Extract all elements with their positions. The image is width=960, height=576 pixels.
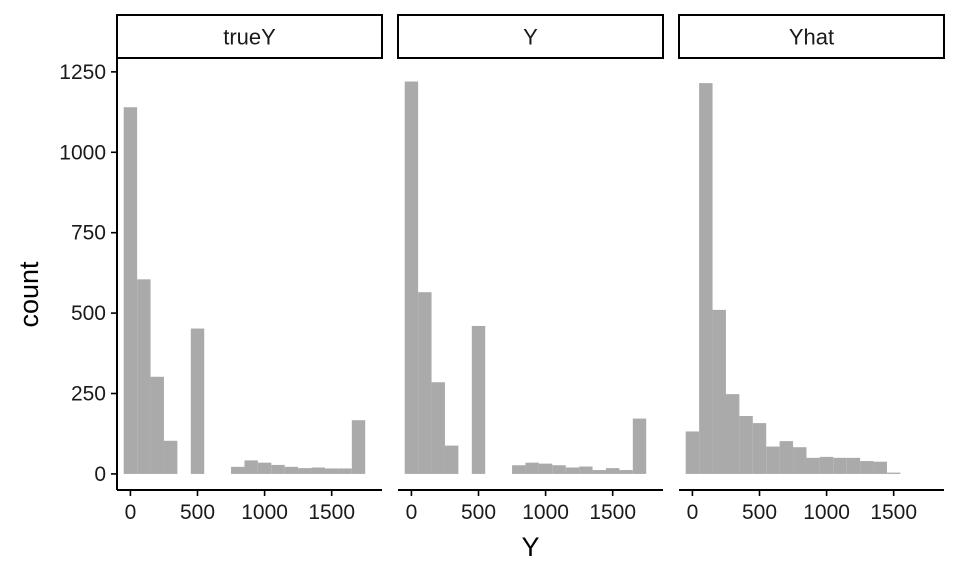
x-tick-label: 1000 [803, 501, 850, 524]
x-tick-label: 1500 [870, 501, 917, 524]
histogram-bar [605, 468, 620, 474]
histogram-bar [150, 376, 164, 474]
histogram-bar [712, 309, 726, 474]
histogram-bar [579, 466, 593, 474]
histogram-bar [190, 328, 205, 474]
histogram-bar [592, 470, 606, 474]
facet-strip [397, 14, 664, 59]
histogram-bar [699, 83, 713, 474]
histogram-bar [538, 463, 553, 474]
histogram-bar [685, 431, 700, 474]
histogram-bar [886, 472, 901, 474]
histogram-bar [552, 465, 566, 474]
x-axis-title: Y [521, 532, 539, 562]
facet-strip-label: Yhat [789, 25, 834, 50]
x-tick-label: 0 [687, 501, 699, 524]
facet-panel-Yhat: Yhat 0 500 1000 1500 [678, 14, 945, 524]
histogram-bar [806, 457, 820, 474]
histogram-bars [123, 107, 366, 474]
y-tick-label: 1250 [59, 61, 106, 84]
histogram-bar [123, 107, 138, 474]
histogram-bars [404, 81, 647, 474]
histogram-bar [444, 445, 459, 474]
facet-panel-Y: Y 0 500 1000 1500 [397, 14, 664, 524]
histogram-bar [766, 446, 780, 474]
histogram-bar [619, 470, 633, 474]
histogram-bar [632, 418, 647, 474]
histogram-bar [471, 325, 486, 474]
facet-panels: trueY 0 500 1000 1500 Y 0 500 1000 1500 Yhat 0 500 10… [116, 14, 945, 524]
histogram-bar [725, 394, 740, 474]
histogram-bar [525, 462, 539, 474]
histogram-bar [793, 447, 807, 474]
y-axis-title: count [14, 261, 44, 328]
histogram-bar [244, 460, 258, 474]
x-tick-label: 500 [180, 501, 215, 524]
y-tick-label: 1000 [59, 141, 106, 164]
histogram-bar [860, 461, 874, 474]
y-tick-label: 250 [71, 383, 106, 406]
histogram-bar [231, 466, 245, 474]
histogram-bar [311, 467, 325, 474]
histogram-bar [779, 441, 794, 474]
histogram-bar [565, 467, 580, 474]
histogram-bar [404, 81, 419, 474]
histogram-bar [298, 468, 312, 474]
histogram-bar [284, 466, 299, 474]
histogram-bar [163, 440, 178, 474]
histogram-bar [324, 468, 339, 474]
facet-strip [678, 14, 945, 59]
facet-strip-label: trueY [223, 25, 276, 50]
histogram-bar [351, 420, 366, 474]
histogram-bar [137, 279, 151, 474]
histogram-bars [685, 83, 901, 474]
histogram-bar [338, 468, 352, 474]
y-tick-label: 500 [71, 302, 106, 325]
x-tick-label: 500 [742, 501, 777, 524]
histogram-bar [873, 461, 887, 474]
histogram-bar [431, 382, 445, 474]
x-tick-label: 1000 [522, 501, 569, 524]
x-tick-label: 500 [461, 501, 496, 524]
histogram-bar [739, 416, 753, 474]
y-axis: 0 250 500 750 1000 1250 [59, 59, 118, 490]
x-tick-label: 0 [406, 501, 418, 524]
x-tick-label: 1500 [308, 501, 355, 524]
histogram-bar [846, 457, 861, 474]
x-tick-label: 1500 [589, 501, 636, 524]
histogram-bar [418, 292, 432, 474]
y-tick-label: 0 [94, 463, 106, 486]
histogram-bar [752, 423, 767, 474]
histogram-bar [512, 465, 526, 474]
histogram-bar [271, 464, 285, 474]
histogram-bar [819, 456, 834, 474]
histogram-bar [257, 462, 272, 474]
y-tick-label: 750 [71, 222, 106, 245]
histogram-bar [833, 457, 847, 474]
facet-strip [116, 14, 383, 59]
facet-panel-trueY: trueY 0 500 1000 1500 [116, 14, 383, 524]
x-tick-label: 1000 [241, 501, 288, 524]
x-tick-label: 0 [125, 501, 137, 524]
facet-strip-label: Y [523, 25, 538, 50]
